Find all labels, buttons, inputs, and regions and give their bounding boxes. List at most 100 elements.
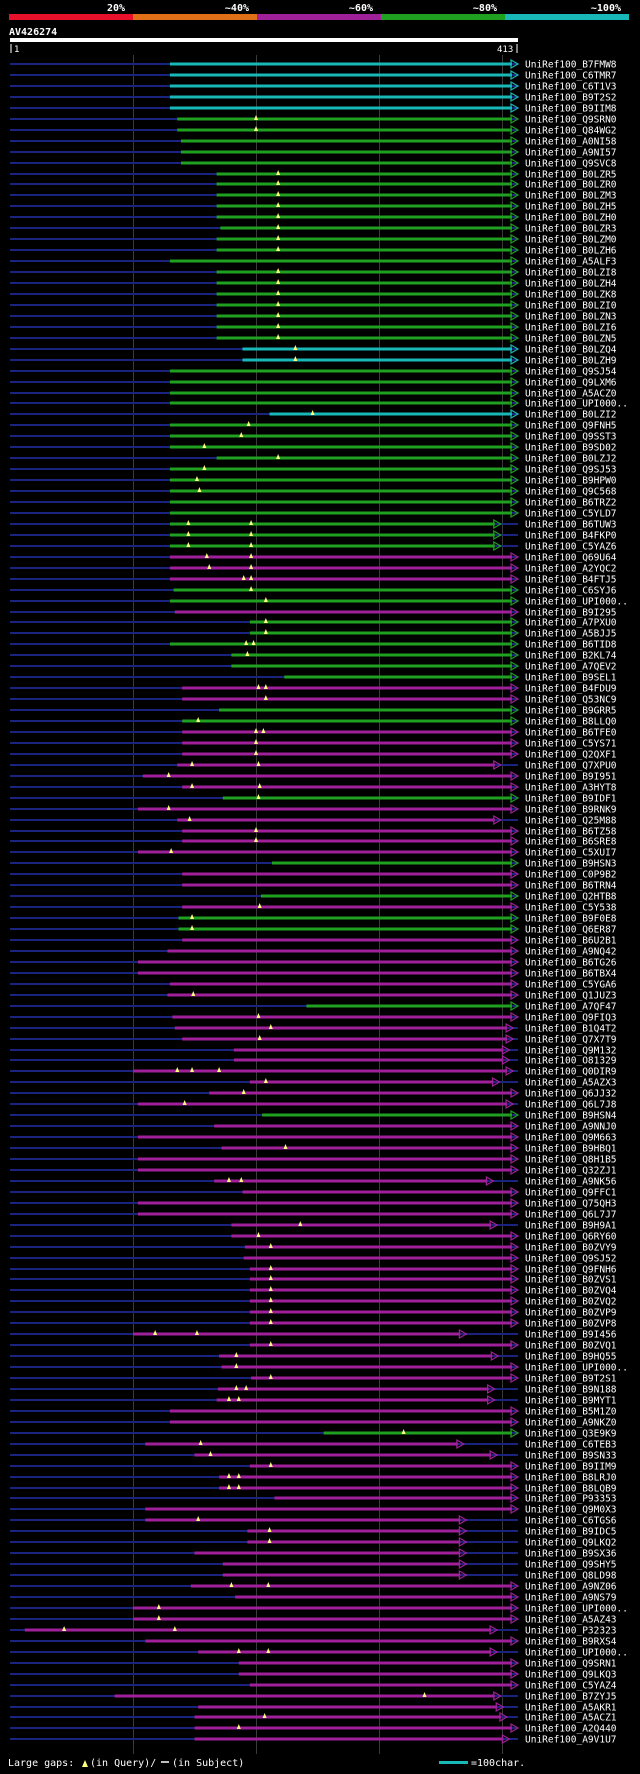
hit-label[interactable]: UniRef100_B6U2B1 bbox=[525, 936, 617, 947]
hit-label[interactable]: UniRef100_A5AKR1 bbox=[525, 1703, 617, 1714]
hit-label[interactable]: UniRef100_B0ZVP8 bbox=[525, 1319, 617, 1330]
hit-label[interactable]: UniRef100_Q9SRN0 bbox=[525, 115, 617, 126]
hit-label[interactable]: UniRef100_B0LZI8 bbox=[525, 268, 617, 279]
hit-label[interactable]: UniRef100_B9HSN4 bbox=[525, 1111, 617, 1122]
hit-label[interactable]: UniRef100_P93353 bbox=[525, 1494, 617, 1505]
hit-label[interactable]: UniRef100_B0LZH0 bbox=[525, 213, 617, 224]
hit-label[interactable]: UniRef100_C5Y538 bbox=[525, 903, 617, 914]
hit-label[interactable]: UniRef100_A5AZX3 bbox=[525, 1078, 617, 1089]
hit-label[interactable]: UniRef100_B6TZ58 bbox=[525, 827, 617, 838]
hit-label[interactable]: UniRef100_Q9C568 bbox=[525, 487, 617, 498]
hit-label[interactable]: UniRef100_Q9FNH5 bbox=[525, 421, 617, 432]
hit-label[interactable]: UniRef100_Q7X7T9 bbox=[525, 1035, 617, 1046]
hit-label[interactable]: UniRef100_B9H9A1 bbox=[525, 1221, 617, 1232]
hit-label[interactable]: UniRef100_B9N188 bbox=[525, 1385, 617, 1396]
hit-label[interactable]: UniRef100_B2KL74 bbox=[525, 651, 617, 662]
hit-label[interactable]: UniRef100_A9NK56 bbox=[525, 1177, 617, 1188]
hit-label[interactable]: UniRef100_B9HBQ1 bbox=[525, 1144, 617, 1155]
hit-label[interactable]: UniRef100_UPI000.. bbox=[525, 1648, 628, 1659]
hit-label[interactable]: UniRef100_Q9FIQ3 bbox=[525, 1013, 617, 1024]
hit-label[interactable]: UniRef100_B9IIM8 bbox=[525, 104, 617, 115]
hit-label[interactable]: UniRef100_Q9LXM6 bbox=[525, 378, 617, 389]
hit-label[interactable]: UniRef100_A9NZ06 bbox=[525, 1582, 617, 1593]
hit-label[interactable]: UniRef100_B6TG26 bbox=[525, 958, 617, 969]
hit-label[interactable]: UniRef100_Q2HTB8 bbox=[525, 892, 617, 903]
hit-label[interactable]: UniRef100_B4FKP0 bbox=[525, 531, 617, 542]
hit-label[interactable]: UniRef100_A9NS79 bbox=[525, 1593, 617, 1604]
hit-label[interactable]: UniRef100_B9GRR5 bbox=[525, 706, 617, 717]
hit-label[interactable]: UniRef100_C6SYJ6 bbox=[525, 586, 617, 597]
hit-label[interactable]: UniRef100_B0ZVY9 bbox=[525, 1243, 617, 1254]
hit-label[interactable]: UniRef100_C5YAZ6 bbox=[525, 542, 617, 553]
hit-label[interactable]: UniRef100_A3HYT8 bbox=[525, 783, 617, 794]
hit-label[interactable]: UniRef100_Q6JJ32 bbox=[525, 1089, 617, 1100]
hit-label[interactable]: UniRef100_Q9SHY5 bbox=[525, 1560, 617, 1571]
hit-label[interactable]: UniRef100_Q9M0X3 bbox=[525, 1505, 617, 1516]
hit-label[interactable]: UniRef100_Q9SRN1 bbox=[525, 1659, 617, 1670]
hit-label[interactable]: UniRef100_UPI000.. bbox=[525, 399, 628, 410]
hit-label[interactable]: UniRef100_B9SX36 bbox=[525, 1549, 617, 1560]
hit-label[interactable]: UniRef100_B6TID8 bbox=[525, 640, 617, 651]
hit-label[interactable]: UniRef100_B5M1Z0 bbox=[525, 1407, 617, 1418]
hit-label[interactable]: UniRef100_B9RXS4 bbox=[525, 1637, 617, 1648]
hit-label[interactable]: UniRef100_B9HPW0 bbox=[525, 476, 617, 487]
hit-label[interactable]: UniRef100_Q9FNH6 bbox=[525, 1265, 617, 1276]
hit-label[interactable]: UniRef100_A7QEV2 bbox=[525, 662, 617, 673]
hit-label[interactable]: UniRef100_Q9SVC8 bbox=[525, 159, 617, 170]
hit-label[interactable]: UniRef100_B6TRZ2 bbox=[525, 498, 617, 509]
hit-label[interactable]: UniRef100_A2Q440 bbox=[525, 1724, 617, 1735]
hit-label[interactable]: UniRef100_B8LLQ0 bbox=[525, 717, 617, 728]
hit-label[interactable]: UniRef100_B0LZR0 bbox=[525, 180, 617, 191]
hit-label[interactable]: UniRef100_Q6ER87 bbox=[525, 925, 617, 936]
hit-label[interactable]: UniRef100_B9F0E8 bbox=[525, 914, 617, 925]
hit-label[interactable]: UniRef100_B8LRJ0 bbox=[525, 1473, 617, 1484]
hit-label[interactable]: UniRef100_A5ACZ0 bbox=[525, 389, 617, 400]
hit-label[interactable]: UniRef100_B0LZQ4 bbox=[525, 345, 617, 356]
hit-label[interactable]: UniRef100_B9HSN3 bbox=[525, 859, 617, 870]
hit-label[interactable]: UniRef100_Q9LKQ2 bbox=[525, 1538, 617, 1549]
hit-label[interactable]: UniRef100_C5YAZ4 bbox=[525, 1681, 617, 1692]
hit-label[interactable]: UniRef100_B6TBX4 bbox=[525, 969, 617, 980]
hit-label[interactable]: UniRef100_B9I456 bbox=[525, 1330, 617, 1341]
hit-label[interactable]: UniRef100_B9T2S2 bbox=[525, 93, 617, 104]
hit-label[interactable]: UniRef100_B9I951 bbox=[525, 772, 617, 783]
hit-label[interactable]: UniRef100_C6T1V3 bbox=[525, 82, 617, 93]
hit-label[interactable]: UniRef100_B9MYT1 bbox=[525, 1396, 617, 1407]
hit-label[interactable]: UniRef100_B9SN33 bbox=[525, 1451, 617, 1462]
hit-label[interactable]: UniRef100_A5AZ43 bbox=[525, 1615, 617, 1626]
hit-label[interactable]: UniRef100_A7PXU0 bbox=[525, 618, 617, 629]
hit-label[interactable]: UniRef100_UPI000.. bbox=[525, 597, 628, 608]
hit-label[interactable]: UniRef100_C6TMR7 bbox=[525, 71, 617, 82]
hit-label[interactable]: UniRef100_B0LZH6 bbox=[525, 246, 617, 257]
hit-label[interactable]: UniRef100_B0LZH4 bbox=[525, 279, 617, 290]
hit-label[interactable]: UniRef100_B0LZM0 bbox=[525, 235, 617, 246]
hit-label[interactable]: UniRef100_Q32ZJ1 bbox=[525, 1166, 617, 1177]
hit-label[interactable]: UniRef100_B9IDC5 bbox=[525, 1527, 617, 1538]
hit-label[interactable]: UniRef100_B0ZVQ2 bbox=[525, 1297, 617, 1308]
hit-label[interactable]: UniRef100_Q8LD98 bbox=[525, 1571, 617, 1582]
hit-label[interactable]: UniRef100_C5XUI7 bbox=[525, 848, 617, 859]
hit-label[interactable]: UniRef100_B0LZM3 bbox=[525, 191, 617, 202]
hit-label[interactable]: UniRef100_B0LZJ2 bbox=[525, 454, 617, 465]
hit-label[interactable]: UniRef100_A5ACZ1 bbox=[525, 1713, 617, 1724]
hit-label[interactable]: UniRef100_Q9FFC1 bbox=[525, 1188, 617, 1199]
hit-label[interactable]: UniRef100_C6TEB3 bbox=[525, 1440, 617, 1451]
hit-label[interactable]: UniRef100_B0LZI0 bbox=[525, 301, 617, 312]
hit-label[interactable]: UniRef100_Q6L7J8 bbox=[525, 1100, 617, 1111]
hit-label[interactable]: UniRef100_B0LZK8 bbox=[525, 290, 617, 301]
hit-label[interactable]: UniRef100_B7FMW8 bbox=[525, 60, 617, 71]
hit-label[interactable]: UniRef100_C0P9B2 bbox=[525, 870, 617, 881]
hit-label[interactable]: UniRef100_B0ZVP9 bbox=[525, 1308, 617, 1319]
hit-label[interactable]: UniRef100_B9RNK9 bbox=[525, 805, 617, 816]
hit-label[interactable]: UniRef100_B6TRN4 bbox=[525, 881, 617, 892]
hit-label[interactable]: UniRef100_B0ZVQ4 bbox=[525, 1286, 617, 1297]
hit-label[interactable]: UniRef100_Q9LKQ3 bbox=[525, 1670, 617, 1681]
hit-label[interactable]: UniRef100_A5BJJ5 bbox=[525, 629, 617, 640]
hit-label[interactable]: UniRef100_Q2QXF1 bbox=[525, 750, 617, 761]
hit-label[interactable]: UniRef100_B9SD02 bbox=[525, 443, 617, 454]
hit-label[interactable]: UniRef100_B0LZR5 bbox=[525, 170, 617, 181]
hit-label[interactable]: UniRef100_B9T2S1 bbox=[525, 1374, 617, 1385]
hit-label[interactable]: UniRef100_B9I295 bbox=[525, 608, 617, 619]
hit-label[interactable]: UniRef100_A9NNJ0 bbox=[525, 1122, 617, 1133]
hit-label[interactable]: UniRef100_B6SRE8 bbox=[525, 837, 617, 848]
